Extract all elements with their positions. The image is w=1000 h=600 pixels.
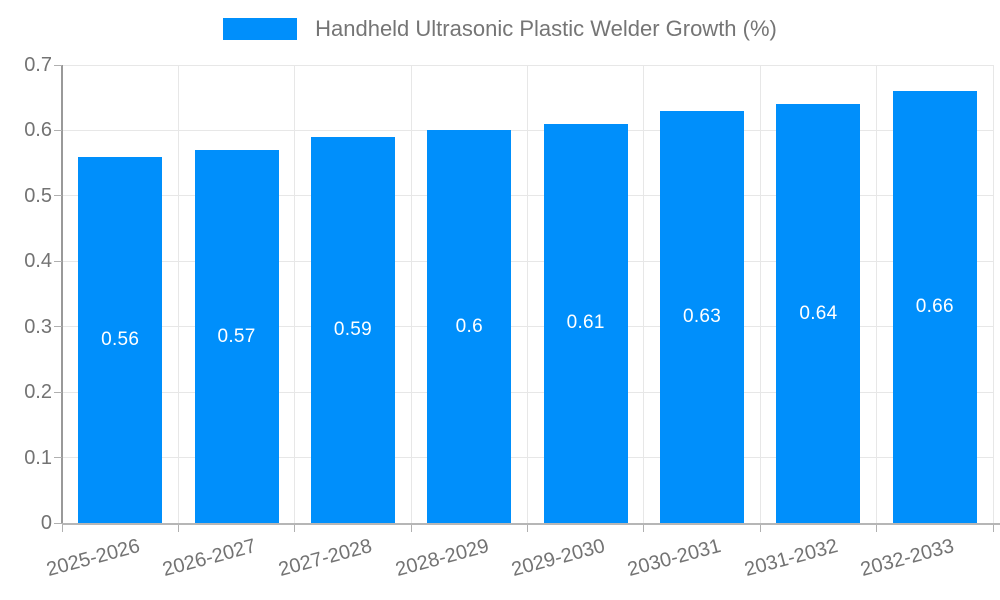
y-tick-label: 0.5 [24,184,52,207]
x-axis-line [62,523,1000,525]
x-axis-tick [527,525,528,532]
bar-2032-2033[interactable]: 0.66 [892,91,977,523]
bar-2028-2029[interactable]: 0.6 [427,130,512,523]
x-axis-tick [177,525,179,532]
gridline-vertical [992,65,994,523]
bar-value-label: 0.61 [566,312,605,334]
y-tick-label: 0.6 [24,119,52,142]
legend-marker [223,18,298,40]
x-axis-tick [643,525,645,532]
gridline-vertical [177,65,179,523]
bar-value-label: 0.6 [455,315,483,337]
x-tick-label: 2031-2032 [742,535,841,582]
bar-2031-2032[interactable]: 0.64 [776,104,861,523]
y-tick-label: 0.2 [24,381,52,404]
x-axis-tick [759,525,761,532]
bar-value-label: 0.64 [799,302,838,324]
y-axis-tick [54,195,62,197]
x-axis-tick [294,525,296,532]
x-tick-label: 2030-2031 [625,535,724,582]
y-axis-tick [54,64,62,66]
y-axis-line [61,65,63,523]
legend-label: Handheld Ultrasonic Plastic Welder Growt… [315,16,777,41]
y-tick-label: 0.1 [24,446,52,469]
y-axis-tick [54,522,62,524]
bar-2025-2026[interactable]: 0.56 [78,156,163,523]
x-tick-label: 2032-2033 [858,535,957,582]
gridline-vertical [527,65,528,523]
chart-legend[interactable]: Handheld Ultrasonic Plastic Welder Growt… [0,16,1000,42]
x-tick-label: 2029-2030 [509,535,608,582]
x-axis-tick [410,525,412,532]
bar-2027-2028[interactable]: 0.59 [310,136,395,523]
y-axis-tick [54,391,62,393]
y-axis-tick [54,129,62,131]
x-tick-label: 2027-2028 [276,535,375,582]
gridline-vertical [876,65,878,523]
y-tick-label: 0.3 [24,315,52,338]
gridline-vertical [643,65,645,523]
bar-value-label: 0.56 [101,328,140,350]
y-axis-tick [54,260,62,262]
y-axis-tick [54,326,62,328]
x-tick-label: 2028-2029 [392,535,492,582]
bar-2029-2030[interactable]: 0.61 [543,123,628,523]
bar-2026-2027[interactable]: 0.57 [194,150,279,523]
gridline-vertical [294,65,296,523]
bar-2030-2031[interactable]: 0.63 [660,110,745,523]
x-axis-tick [876,525,878,532]
y-axis-tick [54,457,62,459]
y-tick-label: 0.7 [24,54,52,76]
x-axis-tick [61,525,63,532]
bar-value-label: 0.59 [333,318,373,340]
bar-value-label: 0.63 [682,305,722,327]
x-tick-label: 2026-2027 [160,535,259,582]
gridline-vertical [410,65,412,523]
x-tick-label: 2025-2026 [43,535,142,582]
gridline-vertical [759,65,761,523]
plot-area: 0 0.1 0.2 0.3 0.4 0.5 0.6 0.7 0.56 0.57 0.59 0.6 0.6… [24,54,1000,581]
bar-value-label: 0.66 [915,296,954,318]
y-tick-label: 0 [40,512,52,534]
x-axis-tick [992,525,994,532]
y-tick-label: 0.4 [24,250,52,273]
bar-value-label: 0.57 [217,325,256,347]
